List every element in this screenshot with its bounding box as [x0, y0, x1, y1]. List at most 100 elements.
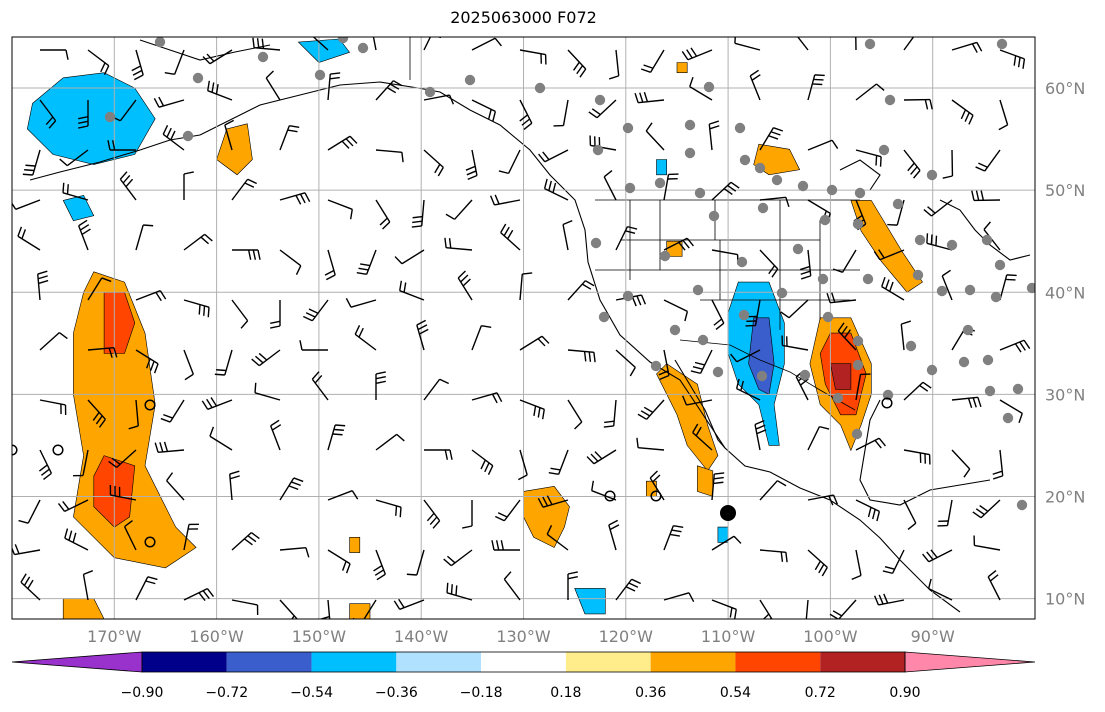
station-dot [946, 239, 958, 251]
wind-barb [873, 593, 905, 606]
wind-barb [17, 226, 41, 251]
wind-barb [780, 299, 809, 319]
wind-barb [829, 599, 857, 619]
wind-barb [586, 449, 617, 465]
wind-barb [903, 449, 931, 465]
wind-barb [855, 437, 886, 451]
station-dot [926, 169, 938, 181]
wind-barb [131, 49, 144, 81]
wind-barb [807, 494, 839, 506]
wind-barb [279, 477, 304, 501]
station-dot [182, 130, 194, 142]
wind-barb [375, 371, 386, 400]
colorbar-tick-label: −0.36 [375, 685, 418, 701]
station-dot [822, 311, 834, 323]
colorbar-extend-high [904, 651, 1036, 673]
station-dot [852, 218, 864, 230]
wind-barb [658, 349, 670, 381]
wind-barb [711, 472, 725, 501]
station-dot [832, 392, 844, 404]
wind-barb [231, 178, 257, 201]
station-dot [739, 154, 751, 166]
wind-barb [354, 325, 377, 351]
contour-region [297, 38, 351, 63]
wind-barb [87, 277, 112, 301]
wind-barb [796, 37, 809, 51]
wind-barb [711, 299, 725, 330]
wind-barb [251, 349, 281, 367]
contour-region [697, 465, 714, 497]
lon-tick-label: 150°W [292, 627, 347, 646]
wind-barb [608, 519, 620, 551]
wind-barb [567, 280, 595, 301]
colorbar-segment [735, 652, 821, 672]
station-dot [964, 284, 976, 296]
wind-barb [107, 140, 136, 151]
station-ring [144, 399, 156, 411]
wind-barb [123, 519, 137, 551]
wind-barb [471, 392, 503, 404]
wind-barb [491, 540, 520, 551]
wind-barb [207, 80, 233, 101]
wind-barb [78, 100, 89, 129]
colorbar-extend-low [11, 651, 143, 673]
station-dot [314, 69, 326, 81]
wind-barb [807, 139, 839, 151]
station-dot [852, 335, 864, 347]
wind-barb [119, 171, 137, 201]
wind-barb [800, 249, 812, 280]
station-dot [905, 340, 917, 352]
wind-barb [375, 199, 391, 230]
wind-barb [503, 571, 521, 601]
wind-barb [588, 99, 617, 119]
lat-tick-label: 30°N [1045, 385, 1085, 404]
station-dot [684, 147, 696, 159]
wind-barb [923, 199, 953, 217]
wind-barb [202, 49, 233, 65]
station-dot [669, 324, 681, 336]
wind-barb [759, 549, 788, 563]
station-dot [926, 364, 938, 376]
wind-barb [166, 472, 185, 501]
wind-barb [873, 249, 905, 261]
wind-barb [153, 96, 185, 108]
colorbar-tick-label: −0.72 [205, 685, 248, 701]
contour-region [850, 200, 923, 293]
wind-barb [224, 119, 235, 151]
wind-barb [807, 74, 825, 101]
colorbar-tick-label: −0.18 [460, 685, 503, 701]
station-dot [884, 94, 896, 106]
station-ring [52, 444, 64, 456]
lon-tick-label: 130°W [496, 627, 551, 646]
wind-barb [324, 249, 336, 281]
wind-barb [663, 525, 684, 551]
wind-barb [922, 549, 953, 563]
colorbar-tick-label: 0.54 [720, 685, 751, 701]
wind-barb [462, 500, 473, 529]
wind-barb [734, 37, 761, 51]
wind-barb [640, 49, 665, 73]
wind-barbs [12, 37, 1031, 619]
wind-barb [399, 280, 425, 301]
wind-barb [832, 249, 857, 273]
station-dot [819, 214, 831, 226]
wind-barb [537, 495, 569, 508]
wind-barb [443, 549, 473, 567]
wind-barb [495, 499, 521, 522]
colorbar: −0.90 −0.72 −0.54 −0.36 −0.18 0.18 0.36 0.54 0.7… [11, 651, 1036, 701]
wind-barb [64, 528, 89, 551]
wind-barb [900, 320, 912, 351]
colorbar-segment [142, 652, 227, 672]
wind-barb [759, 127, 784, 151]
wind-barb [837, 322, 857, 351]
wind-barb [160, 399, 185, 423]
lon-tick-label: 110°W [701, 627, 756, 646]
contour-region [349, 603, 371, 619]
wind-barb [73, 449, 89, 477]
coastline-baja [674, 359, 726, 449]
wind-barb [279, 599, 298, 619]
wind-barb [457, 270, 473, 301]
coastline-hudson [839, 159, 881, 191]
wind-barb [567, 399, 583, 430]
